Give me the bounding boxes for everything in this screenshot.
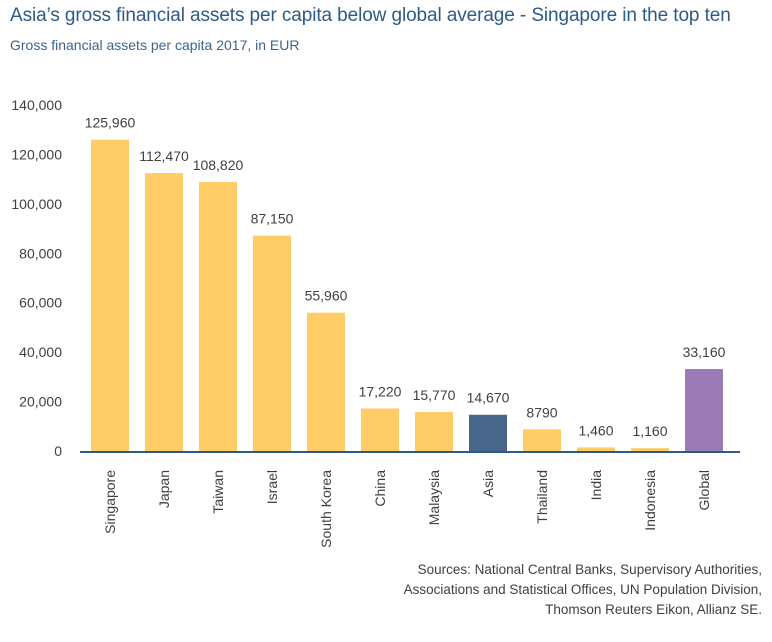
bar-india	[577, 447, 615, 451]
data-label: 55,960	[305, 288, 348, 304]
y-tick-label: 100,000	[11, 196, 62, 212]
data-label: 15,770	[413, 387, 456, 403]
data-label: 87,150	[251, 211, 294, 227]
bar-malaysia	[415, 412, 453, 451]
bar-thailand	[523, 429, 561, 451]
y-tick-label: 0	[54, 443, 62, 459]
x-tick-label: Singapore	[102, 470, 118, 534]
bar-taiwan	[199, 182, 237, 451]
bar-global	[685, 369, 723, 451]
data-label: 1,160	[632, 423, 667, 439]
y-tick-label: 80,000	[19, 245, 62, 261]
data-label: 108,820	[193, 157, 244, 173]
data-label: 112,470	[139, 148, 189, 164]
x-tick-label: Thailand	[534, 470, 550, 524]
chart-subtitle: Gross financial assets per capita 2017, …	[10, 37, 300, 53]
sources-note: Sources: National Central Banks, Supervi…	[403, 562, 762, 617]
y-tick-label: 60,000	[19, 295, 62, 311]
x-tick-label: China	[372, 470, 388, 507]
data-label: 14,670	[467, 390, 510, 406]
x-tick-label: Japan	[156, 470, 172, 508]
bar-israel	[253, 235, 291, 451]
x-tick-label: Asia	[480, 470, 496, 497]
x-tick-label: Taiwan	[210, 470, 226, 514]
x-tick-label: Israel	[264, 470, 280, 504]
x-tick-label: Global	[696, 470, 712, 510]
data-label: 8790	[526, 404, 557, 420]
y-tick-label: 20,000	[19, 394, 62, 410]
bar-china	[361, 408, 399, 451]
bar-japan	[145, 173, 183, 451]
bar-asia	[469, 414, 507, 451]
x-axis: Singapore Japan Taiwan Israel South Korea Chi…	[102, 470, 712, 548]
bar-singapore	[91, 139, 129, 451]
x-tick-label: Indonesia	[642, 470, 658, 531]
bar-chart: 0 20,000 40,000 60,000 80,000 100,000 120,000 1…	[11, 97, 740, 548]
x-tick-label: Malaysia	[426, 470, 442, 525]
y-tick-label: 120,000	[11, 146, 62, 162]
y-tick-label: 140,000	[11, 97, 62, 113]
data-label: 125,960	[85, 115, 136, 131]
bar-indonesia	[631, 448, 669, 451]
bar-south-korea	[307, 312, 345, 451]
data-label: 33,160	[683, 344, 726, 360]
y-tick-label: 40,000	[19, 344, 62, 360]
x-tick-label: India	[588, 470, 604, 501]
data-label: 1,460	[578, 422, 613, 438]
x-tick-label: South Korea	[318, 470, 334, 548]
bars	[91, 139, 723, 451]
data-label: 17,220	[359, 383, 402, 399]
chart-title: Asia’s gross financial assets per capita…	[10, 5, 731, 26]
y-axis: 0 20,000 40,000 60,000 80,000 100,000 120,000 1…	[11, 97, 62, 459]
